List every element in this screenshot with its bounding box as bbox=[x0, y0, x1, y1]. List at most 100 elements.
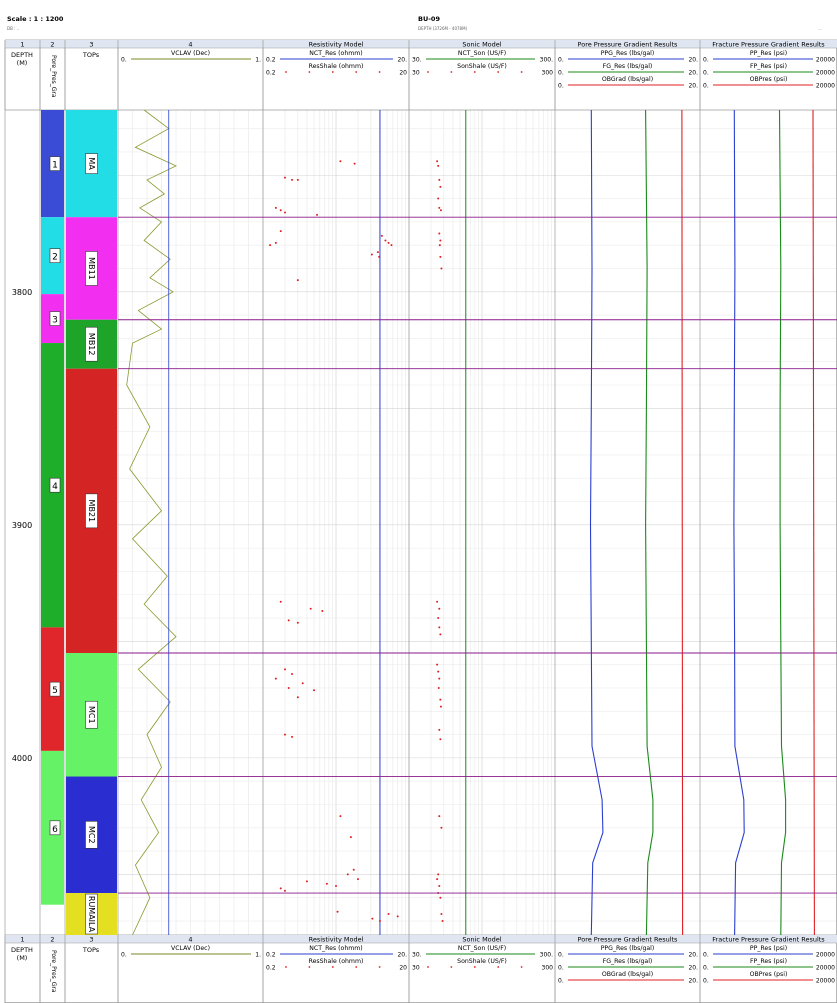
res-shale-point bbox=[279, 209, 282, 212]
son-shale-point bbox=[438, 677, 441, 680]
son-shale-point bbox=[439, 738, 442, 741]
res-shale-point bbox=[296, 178, 299, 181]
bottom-number-strip bbox=[5, 935, 837, 943]
res-shale-point bbox=[352, 868, 355, 871]
top-legend-dot bbox=[427, 71, 429, 73]
top-curve-min: 0. bbox=[703, 83, 709, 90]
top-label-box bbox=[85, 326, 98, 362]
top-legend-dot bbox=[331, 71, 334, 73]
bottom-curve-max: 20. bbox=[688, 978, 698, 985]
top-label: MB12 bbox=[87, 333, 96, 356]
bottom-curve-min: 0. bbox=[558, 952, 564, 959]
top-legend-dot bbox=[355, 71, 358, 73]
bottom-curve-min: 0. bbox=[703, 978, 709, 985]
zone-label-box bbox=[49, 820, 61, 836]
top-label-box bbox=[85, 493, 98, 529]
top-depth-header: DEPTH bbox=[11, 51, 33, 59]
son-shale-point bbox=[438, 232, 441, 235]
depth-label: 3900 bbox=[12, 521, 32, 530]
bottom-legend-dot bbox=[355, 966, 358, 968]
top-legend-dot bbox=[450, 71, 453, 73]
header-layer: 1 2 3 4 Resistivity Model Sonic Model Pore Pre… bbox=[4, 40, 837, 1003]
top-track-number: 1 bbox=[20, 41, 24, 49]
top-curve-name: FP_Res (psi) bbox=[750, 63, 787, 70]
res-shale-point bbox=[349, 836, 352, 839]
res-shale-point bbox=[279, 600, 282, 603]
zone-label: 2 bbox=[52, 253, 58, 263]
res-shale-point bbox=[321, 610, 324, 613]
son-shale-point bbox=[438, 815, 441, 818]
bottom-curve-max: 1. bbox=[255, 952, 261, 959]
son-shale-point bbox=[439, 896, 442, 899]
right-sub: ... bbox=[818, 26, 822, 31]
res-shale-point bbox=[346, 873, 349, 876]
son-shale-point bbox=[438, 607, 441, 610]
bottom-curve-min: 0. bbox=[703, 965, 709, 972]
bottom-curve-name: FP_Res (psi) bbox=[750, 958, 787, 965]
zone-label: 4 bbox=[52, 482, 58, 492]
top-curve-min: 0. bbox=[703, 57, 709, 64]
bottom-legend-dot bbox=[473, 966, 476, 968]
son-shale-point bbox=[437, 164, 440, 167]
zone-label-box bbox=[49, 477, 61, 493]
res-shale-point bbox=[274, 206, 277, 209]
son-shale-point bbox=[439, 698, 442, 701]
bottom-curve-name: VCLAV (Dec) bbox=[171, 945, 210, 952]
top-legend-dot bbox=[473, 71, 476, 73]
son-shale-point bbox=[439, 209, 442, 212]
bottom-curve-max: 20. bbox=[397, 952, 407, 959]
res-shale-point bbox=[283, 668, 286, 671]
top-legend-dot bbox=[520, 71, 523, 73]
bottom-depth-header: DEPTH bbox=[11, 946, 33, 954]
top-track-number: Pore Pressure Gradient Results bbox=[578, 41, 679, 49]
top-curve-max: 1. bbox=[255, 57, 261, 64]
res-shale-point bbox=[296, 621, 299, 624]
son-shale-point bbox=[437, 617, 440, 620]
son-shale-point bbox=[439, 705, 442, 708]
son-shale-point bbox=[439, 185, 442, 188]
top-curve-max: 20. bbox=[688, 70, 698, 77]
son-shale-point bbox=[437, 686, 440, 689]
bottom-curve-max: 20. bbox=[688, 965, 698, 972]
son-shale-point bbox=[437, 873, 440, 876]
zone-label-box bbox=[49, 248, 61, 263]
bottom-legend-dot bbox=[285, 966, 287, 968]
bottom-curve-min: 30. bbox=[412, 952, 422, 959]
bottom-legend-dot bbox=[497, 966, 500, 968]
res-shale-point bbox=[376, 251, 379, 254]
res-shale-point bbox=[339, 160, 342, 163]
res-shale-point bbox=[380, 234, 383, 237]
bottom-curve-name: PPG_Res (lbs/gal) bbox=[601, 945, 655, 952]
zone-label-box bbox=[49, 681, 61, 697]
bottom-legend-dot bbox=[331, 966, 334, 968]
bottom-track-number: Resistivity Model bbox=[309, 936, 364, 944]
res-shale-point bbox=[356, 878, 359, 881]
top-curve-name: OBPres (psi) bbox=[750, 76, 788, 83]
res-shale-point bbox=[387, 241, 390, 244]
res-shale-point bbox=[339, 815, 342, 818]
top-curve-min: 30. bbox=[412, 57, 422, 64]
bottom-track-number: 3 bbox=[89, 936, 93, 944]
bottom-curve-name: NCT_Res (ohmm) bbox=[309, 945, 362, 952]
res-shale-point bbox=[296, 696, 299, 699]
res-shale-point bbox=[296, 279, 299, 282]
top-label-box bbox=[85, 251, 98, 286]
son-shale-point bbox=[438, 206, 441, 209]
top-curve-max: 20000 bbox=[816, 70, 835, 77]
top-curve-name: NCT_Res (ohmm) bbox=[309, 50, 362, 57]
res-shale-point bbox=[378, 255, 381, 258]
fg-res-curve bbox=[645, 109, 654, 936]
bottom-curve-name: OBPres (psi) bbox=[750, 971, 788, 978]
bottom-curve-min: 0. bbox=[121, 952, 127, 959]
res-shale-point bbox=[316, 213, 319, 216]
res-shale-point bbox=[370, 253, 373, 256]
bottom-curve-name: PP_Res (psi) bbox=[750, 945, 787, 952]
pp-res-curve bbox=[733, 109, 745, 936]
bottom-tops-header: TOPs bbox=[82, 946, 100, 954]
scale-sub: DB : .. bbox=[7, 26, 19, 31]
bottom-zone-header: Pore_Pres_Gra bbox=[50, 950, 57, 993]
ppg-res-curve bbox=[589, 109, 604, 936]
top-curve-name: ResShale (ohmm) bbox=[309, 63, 364, 70]
bottom-track-number: Sonic Model bbox=[462, 936, 501, 944]
son-shale-point bbox=[436, 878, 439, 881]
